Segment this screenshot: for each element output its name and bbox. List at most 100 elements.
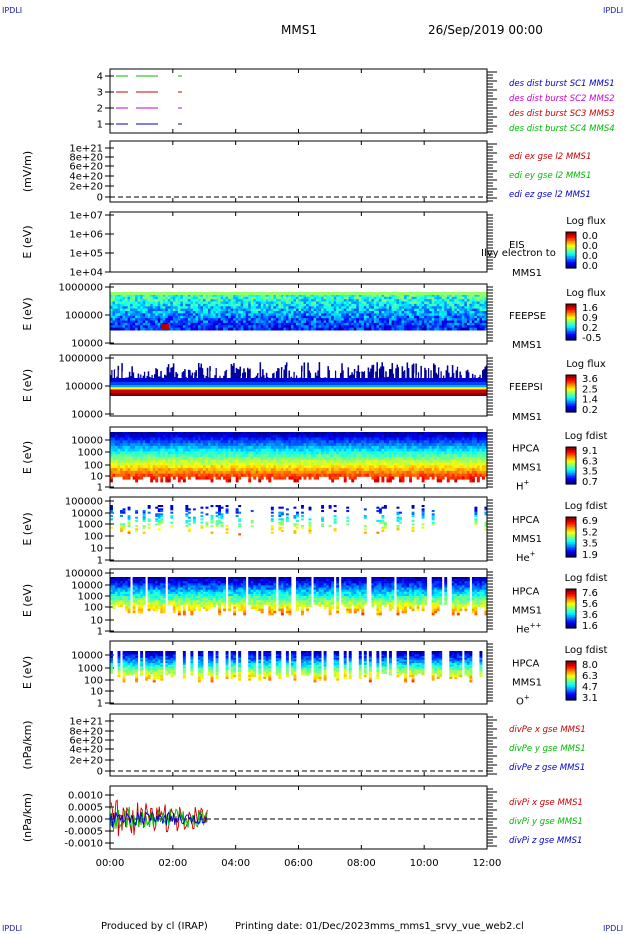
spectrogram-cell [308, 465, 312, 469]
spectrogram-cell [125, 308, 129, 312]
spectrogram-cell [313, 308, 317, 312]
spectrogram-cell [130, 294, 134, 298]
spectrogram-cell [110, 448, 113, 452]
spectrogram-cell [476, 301, 480, 305]
spectrogram-cell [172, 473, 176, 477]
spectrogram-cell [190, 451, 194, 455]
spectrogram-cell [243, 434, 247, 438]
spectrogram-cell [356, 443, 360, 447]
spectrogram-cell [253, 451, 257, 455]
spectrogram-cell [260, 322, 264, 326]
spectrogram-cell [419, 311, 423, 314]
spectrogram-cell [195, 308, 199, 312]
spectrogram-cell [180, 315, 184, 319]
spectrogram-cell [439, 303, 443, 307]
spectrogram-cell [278, 296, 282, 300]
spectrogram-cell [116, 376, 118, 378]
spectrogram-cell [386, 320, 390, 324]
spectrogram-cell [436, 325, 440, 329]
spectrogram-cell [120, 301, 124, 305]
spectrogram-cell [331, 443, 335, 447]
spectrogram-cell [434, 327, 438, 331]
spectrogram-cell [471, 315, 475, 319]
spectrogram-cell [127, 325, 131, 329]
spectrogram-cell [215, 311, 219, 314]
spectrogram-cell [316, 459, 320, 463]
spectrogram-cell [275, 322, 279, 326]
spectrogram-cell [260, 459, 264, 463]
colorbar-swatch [566, 334, 576, 337]
spectrogram-cell [326, 470, 330, 475]
colorbar-tick-label: 0.0 [582, 251, 598, 262]
spectrogram-cell [255, 294, 259, 298]
y-tick-label: 2 [97, 104, 103, 115]
spectrogram-cell [218, 315, 222, 319]
spectrogram-cell [373, 318, 377, 321]
spectrogram-cell [122, 468, 126, 472]
spectrogram-cell [463, 370, 465, 378]
legend-entry: edi ex gse l2 MMS1 [509, 152, 591, 162]
spectrogram-cell [215, 315, 219, 319]
spectrogram-cell [263, 432, 267, 436]
spectrogram-cell [235, 294, 239, 298]
spectrogram-cell [356, 468, 360, 472]
spectrogram-cell [135, 308, 139, 312]
spectrogram-cell [376, 440, 380, 444]
spectrogram-cell [263, 457, 267, 461]
spectrogram-cell [265, 311, 269, 314]
spectrogram-cell [444, 364, 446, 378]
spectrogram-cell [323, 318, 327, 321]
spectrogram-cell [170, 459, 174, 463]
spectrogram-cell [481, 301, 485, 305]
y-tick-label: 10000 [71, 339, 103, 350]
spectrogram-cell [220, 311, 224, 314]
spectrogram-cell [167, 322, 171, 326]
spectrogram-cell [157, 443, 161, 447]
spectrogram-cell [409, 294, 413, 298]
spectrogram-cell [122, 462, 126, 466]
spectrogram-cell [283, 457, 287, 461]
spectrogram-cell [260, 457, 264, 461]
spectrogram-cell [265, 313, 269, 317]
spectrogram-cell [394, 311, 398, 314]
spectrogram-cell [353, 434, 357, 438]
spectrogram-cell [326, 440, 330, 444]
spectrogram-cell [162, 454, 166, 458]
spectrogram-cell [336, 308, 340, 312]
spectrogram-cell [466, 308, 470, 312]
spectrogram-cell [142, 301, 146, 305]
spectrogram-cell [358, 451, 362, 455]
spectrogram-cell [376, 459, 380, 463]
spectrogram-cell [192, 457, 196, 461]
spectrogram-cell [351, 308, 355, 312]
spectrogram-cell [177, 462, 181, 466]
spectrogram-cell [306, 327, 310, 331]
spectrogram-cell [483, 369, 485, 378]
spectrogram-cell [383, 432, 387, 436]
spectrogram-cell [127, 318, 131, 321]
spectrogram-cell [115, 448, 118, 452]
spectrogram-cell [130, 303, 134, 307]
spectrogram-cell [135, 374, 137, 378]
spectrogram-cell [220, 294, 224, 298]
spectrogram-cell [120, 299, 124, 302]
spectrogram-cell [449, 315, 453, 319]
spectrogram-cell [368, 325, 372, 329]
spectrogram-cell [343, 476, 347, 480]
spectrogram-cell [346, 462, 350, 466]
spectrogram-cell [308, 457, 312, 461]
spectrogram-cell [197, 448, 201, 452]
spectrogram-cell [391, 313, 395, 317]
colorbar-swatch [566, 404, 576, 407]
spectrogram-cell [441, 318, 445, 321]
spectrogram-cell [167, 315, 171, 319]
spectrogram-cell [273, 443, 277, 447]
spectrogram-cell [162, 462, 166, 466]
spectrogram-cell [383, 440, 387, 444]
spectrogram-cell [321, 443, 325, 447]
spectrogram-cell [122, 318, 126, 321]
spectrogram-cell [170, 294, 174, 298]
spectrogram-cell [165, 375, 167, 378]
spectrogram-cell [391, 296, 395, 300]
spectrogram-cell [343, 473, 347, 477]
